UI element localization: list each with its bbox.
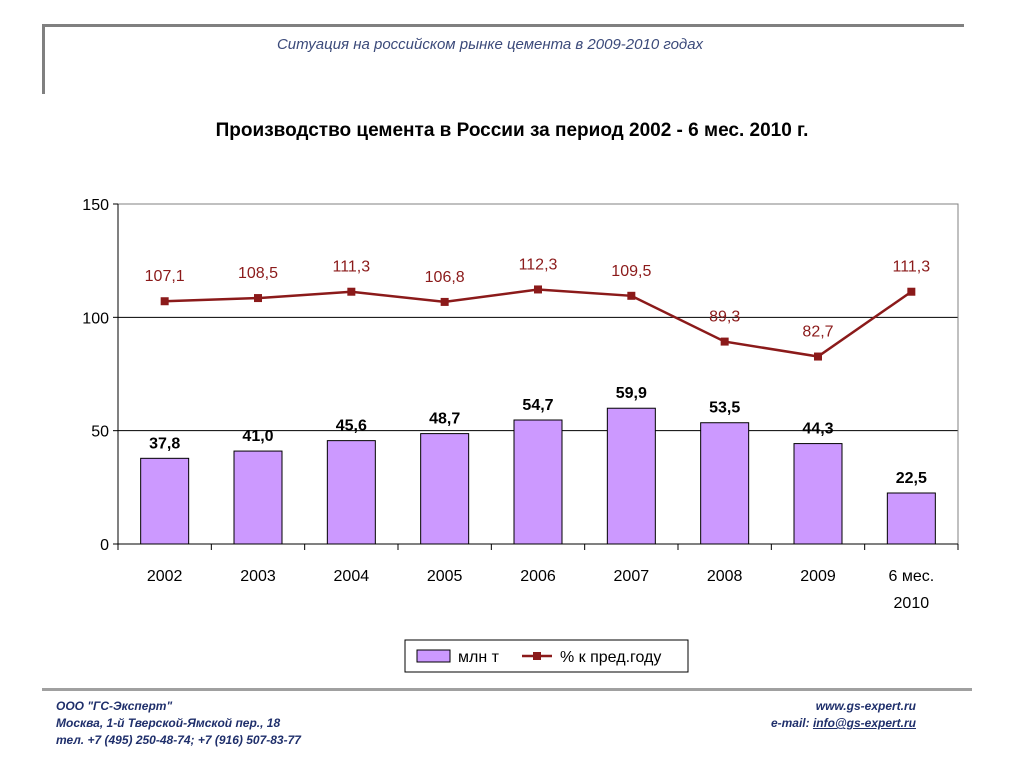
x-category-label: 2008 — [707, 568, 743, 585]
bar — [513, 419, 563, 545]
x-category-label: 6 мес. — [888, 568, 934, 585]
footer-divider — [42, 688, 972, 691]
line-marker — [534, 285, 542, 294]
footer-email-link[interactable]: info@gs-expert.ru — [812, 716, 916, 730]
y-tick-label: 50 — [91, 424, 109, 441]
bar — [606, 407, 656, 545]
bar — [140, 457, 190, 545]
legend-swatch-marker — [533, 652, 541, 660]
line-value-label: 111,3 — [892, 259, 930, 276]
line-value-label: 82,7 — [802, 324, 833, 341]
line-marker — [627, 291, 636, 300]
line-marker — [814, 352, 822, 361]
y-tick-label: 100 — [82, 310, 109, 327]
line-marker — [720, 337, 729, 346]
footer-address: Москва, 1-й Тверской-Ямской пер., 18 — [56, 716, 281, 730]
cement-production-chart: 0 50 100 150 2002 2003 2004 2005 2006 2007 2008 200… — [82, 197, 959, 673]
y-tick-label: 150 — [82, 197, 109, 214]
bar-value-label: 45,6 — [336, 418, 367, 435]
bar — [886, 492, 936, 545]
x-category-label: 2007 — [614, 568, 650, 585]
line-value-label: 106,8 — [425, 269, 465, 286]
footer-email-label: e-mail: — [770, 716, 813, 730]
x-category-label: 2003 — [240, 568, 276, 585]
line-value-label: 109,5 — [611, 263, 651, 280]
header-frame-top — [42, 24, 964, 27]
bar — [793, 443, 843, 545]
line-value-label: 112,3 — [519, 256, 558, 273]
line-value-label: 111,3 — [332, 259, 370, 276]
footer-company: ООО "ГС-Эксперт" — [56, 699, 173, 713]
bar-value-label: 48,7 — [429, 411, 460, 428]
footer-contacts: ООО "ГС-Эксперт" Москва, 1-й Тверской-Ям… — [56, 698, 301, 749]
y-tick-label: 0 — [100, 537, 109, 554]
x-category-label: 2010 — [894, 595, 930, 612]
line-value-label: 89,3 — [709, 309, 740, 326]
bar-value-label: 22,5 — [896, 470, 927, 487]
bar-value-label: 37,8 — [149, 435, 180, 452]
line-marker — [440, 297, 449, 306]
line-series-percent — [164, 288, 913, 358]
line-marker — [907, 287, 916, 296]
x-category-label: 2005 — [427, 568, 463, 585]
bar-value-label: 54,7 — [522, 397, 553, 414]
bar — [326, 440, 376, 545]
bar — [700, 422, 750, 545]
bar-value-label: 41,0 — [242, 428, 273, 445]
legend-label-bars: млн т — [458, 649, 500, 666]
x-category-label: 2004 — [334, 568, 370, 585]
bar — [233, 450, 283, 545]
legend-swatch-bars — [416, 649, 451, 663]
x-category-label: 2002 — [147, 568, 183, 585]
legend-label-line: % к пред.году — [560, 649, 661, 666]
footer-phone: тел. +7 (495) 250-48-74; +7 (916) 507-83… — [56, 733, 301, 747]
line-value-label: 108,5 — [238, 265, 278, 282]
bar-value-label: 59,9 — [616, 385, 647, 402]
footer-web: www.gs-expert.ru e-mail: info@gs-expert.… — [771, 698, 916, 732]
line-marker — [254, 294, 262, 303]
header-frame-left — [42, 24, 45, 94]
chart-title: Производство цемента в России за период … — [215, 120, 809, 141]
bar-value-label: 53,5 — [709, 400, 740, 417]
line-marker — [160, 297, 169, 306]
line-value-label: 107,1 — [145, 268, 185, 285]
x-category-label: 2006 — [520, 568, 556, 585]
slide-header-title: Ситуация на российском рынке цемента в 2… — [276, 36, 704, 53]
bar — [420, 433, 470, 545]
footer-email-line: e-mail: info@gs-expert.ru — [771, 715, 916, 732]
line-marker — [347, 287, 356, 296]
x-category-label: 2009 — [800, 568, 836, 585]
bar-value-label: 44,3 — [802, 421, 833, 438]
footer-website-link[interactable]: www.gs-expert.ru — [815, 699, 916, 713]
